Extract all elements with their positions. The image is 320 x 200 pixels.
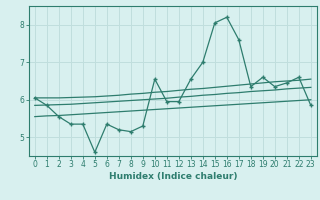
X-axis label: Humidex (Indice chaleur): Humidex (Indice chaleur): [108, 172, 237, 181]
